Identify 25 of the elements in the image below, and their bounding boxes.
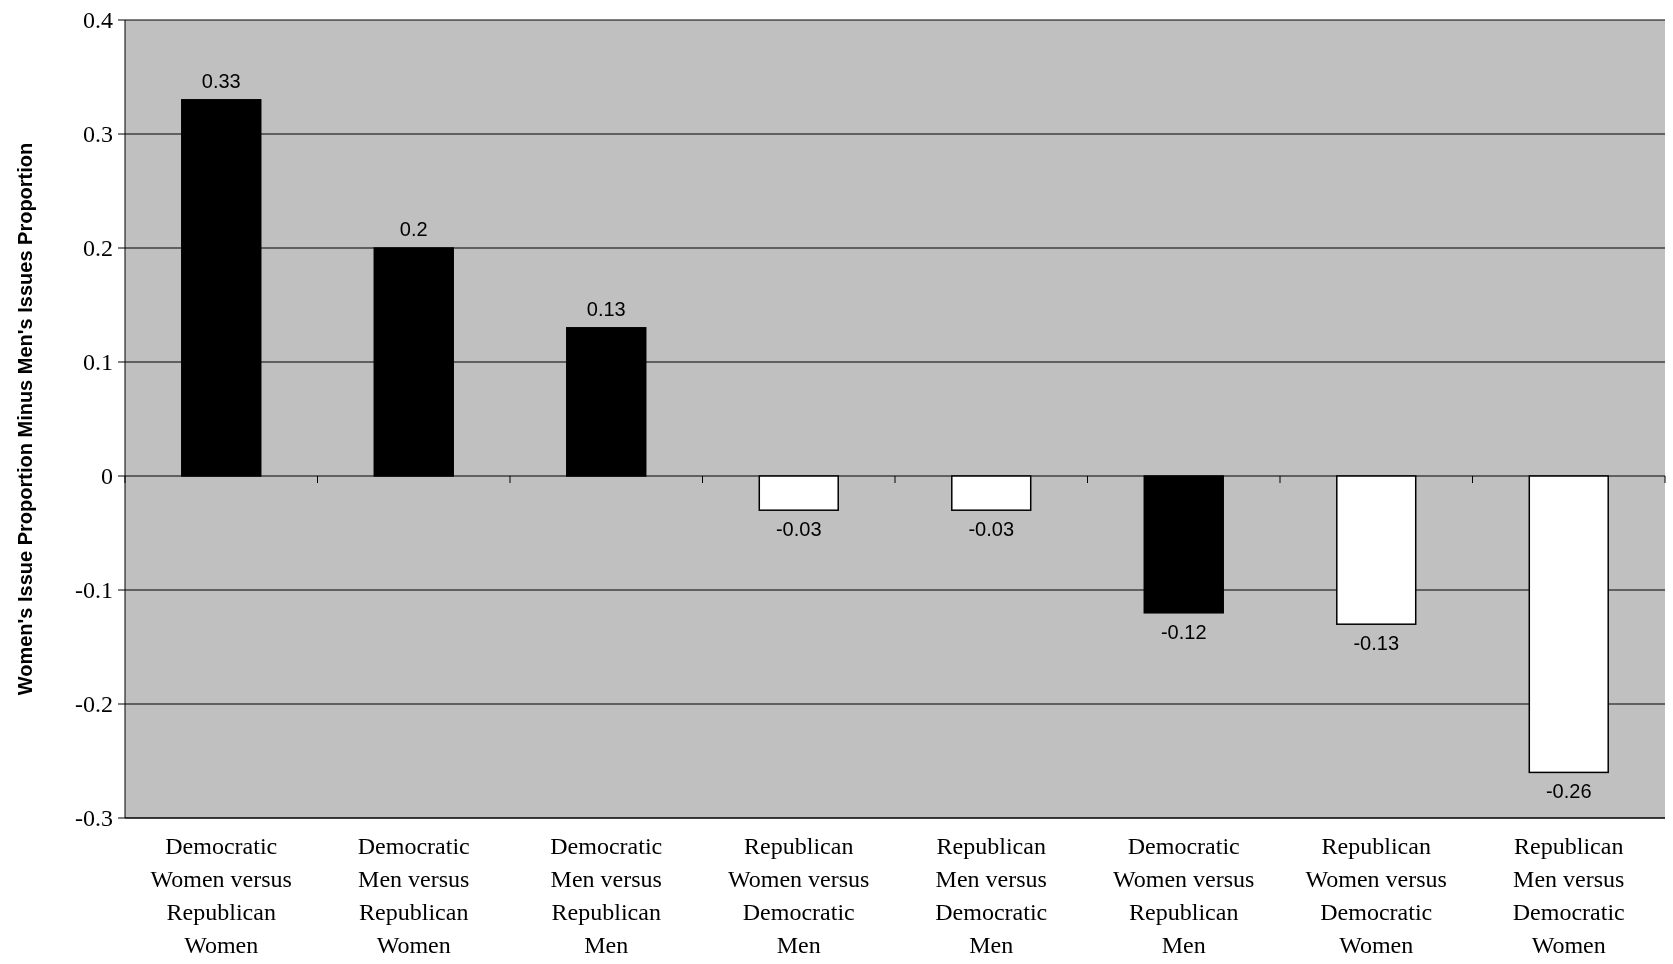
- data-label: 0.2: [399, 218, 428, 240]
- data-label: 0.13: [586, 297, 626, 320]
- y-tick-label: 0: [101, 463, 113, 490]
- x-tick-label: Republican Men versus Democratic Men: [935, 833, 1048, 958]
- x-tick-label: Republican Men versus Democratic Women: [1512, 833, 1625, 958]
- data-label: -0.12: [1160, 620, 1207, 643]
- x-tick-label: Democratic Women versus Republican Men: [1113, 833, 1255, 958]
- y-tick-label: 0.2: [83, 235, 113, 262]
- y-tick-label: -0.1: [75, 577, 113, 604]
- data-label: -0.13: [1353, 632, 1400, 655]
- x-tick-label: Republican Women versus Democratic Women: [1305, 833, 1447, 958]
- y-axis-title: Women's Issue Proportion Minus Men's Issues Proportion: [14, 142, 36, 696]
- x-tick-label: Republican Women versus Democratic Men: [728, 833, 870, 958]
- data-label: -0.26: [1545, 780, 1592, 803]
- y-tick-label: 0.4: [83, 7, 113, 34]
- x-tick-label: Democratic Men versus Republican Men: [550, 833, 663, 958]
- y-tick-label: 0.1: [83, 349, 113, 376]
- y-tick-label: -0.3: [75, 805, 113, 832]
- x-tick-label: Democratic Men versus Republican Women: [357, 833, 470, 958]
- data-label: -0.03: [968, 518, 1015, 541]
- data-label: -0.03: [775, 518, 822, 541]
- x-tick-label: Democratic Women versus Republican Women: [150, 833, 292, 958]
- y-tick-label: 0.3: [83, 121, 113, 148]
- data-label: 0.33: [201, 69, 241, 92]
- y-tick-label: -0.2: [75, 691, 113, 718]
